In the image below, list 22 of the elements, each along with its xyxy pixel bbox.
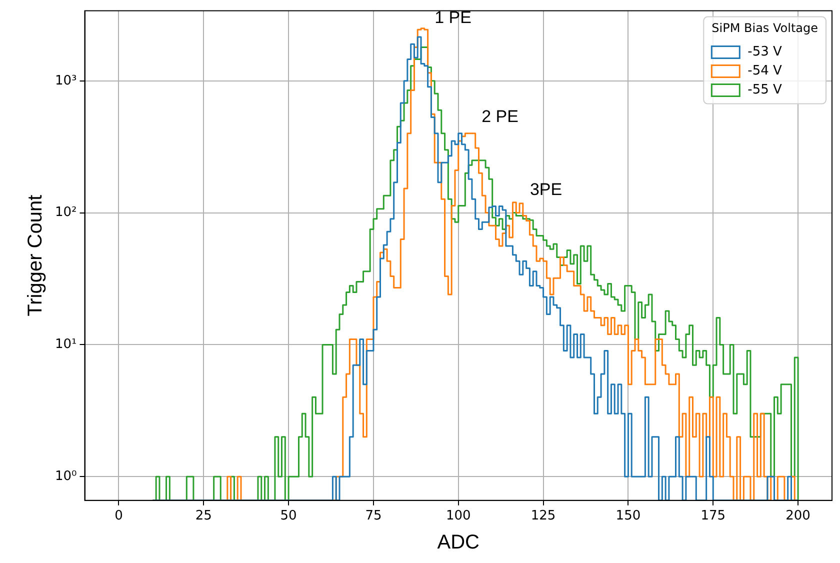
x-tick-label: 150 (616, 508, 641, 524)
x-tick-label: 100 (446, 508, 471, 524)
y-tick-label: 10³ (54, 73, 77, 88)
legend-label: -54 V (748, 64, 782, 79)
x-tick-label: 0 (114, 508, 123, 524)
x-tick-label: 75 (365, 508, 382, 524)
x-tick-label: 200 (786, 508, 810, 524)
legend-label: -53 V (748, 44, 782, 60)
legend-title: SiPM Bias Voltage (712, 20, 818, 35)
x-tick-label: 125 (530, 508, 556, 524)
annotation: 1 PE (434, 8, 472, 28)
x-tick-label: 175 (700, 508, 726, 524)
legend-label: -55 V (748, 82, 782, 98)
y-axis-title: Trigger Count (24, 194, 47, 316)
y-tick-label: 10² (54, 205, 77, 220)
x-tick-label: 50 (280, 508, 297, 524)
annotation: 2 PE (482, 107, 518, 126)
x-tick-label: 25 (195, 508, 212, 524)
annotation: 3PE (530, 180, 562, 200)
x-axis-title: ADC (437, 532, 480, 554)
y-tick-label: 10¹ (54, 337, 77, 352)
y-tick-label: 10⁰ (54, 468, 77, 484)
